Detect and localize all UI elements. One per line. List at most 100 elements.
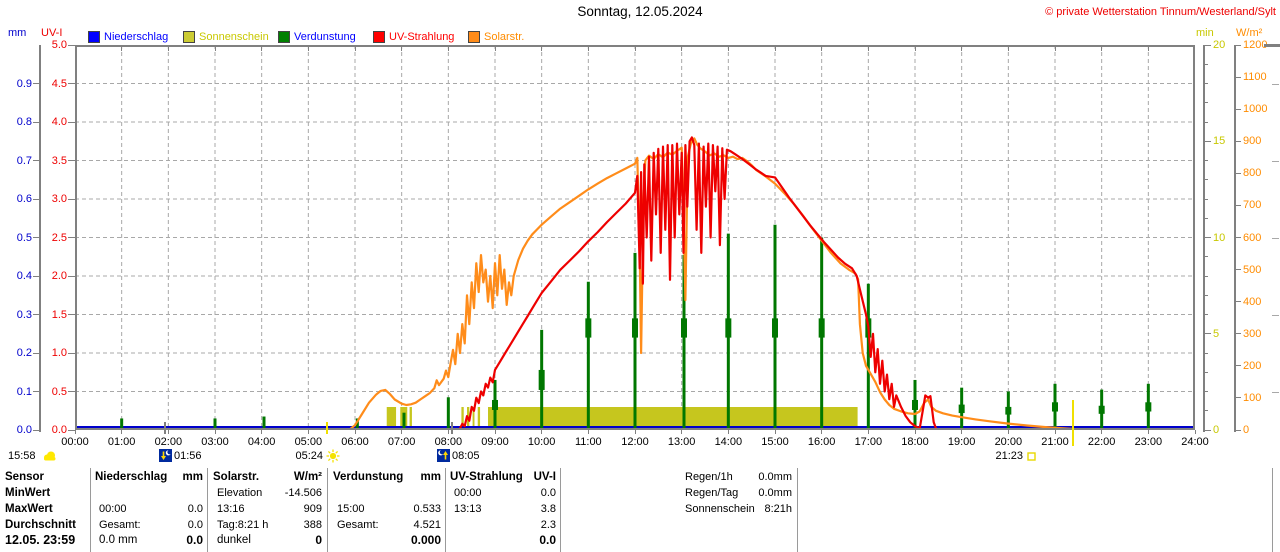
mm-tick-label: 0.3 bbox=[16, 308, 32, 321]
axis-tick bbox=[1101, 47, 1103, 51]
axis-tick bbox=[1236, 269, 1241, 271]
axis-tick bbox=[33, 314, 39, 315]
x-tick-label: 02:00 bbox=[154, 436, 183, 448]
axis-tick bbox=[33, 352, 39, 354]
axis-tick bbox=[867, 430, 869, 434]
legend-swatch-icon bbox=[373, 31, 385, 43]
table-cell-value: 0.000 bbox=[410, 533, 441, 547]
axis-tick bbox=[401, 47, 403, 51]
table-cell-value: 0.0 bbox=[540, 487, 556, 499]
table-cell-label: dunkel bbox=[217, 534, 251, 546]
axis-tick bbox=[1205, 429, 1211, 431]
x-tick-label: 01:00 bbox=[107, 436, 136, 448]
uvi-tick-label: 1.0 bbox=[51, 347, 67, 359]
axis-tick bbox=[634, 430, 636, 434]
table-cell-label: Gesamt: bbox=[337, 519, 379, 531]
wm2-tick-label: 1000 bbox=[1243, 103, 1268, 116]
axis-tick bbox=[1205, 140, 1211, 142]
x-tick-label: 05:00 bbox=[294, 436, 323, 448]
summary-value: 8:21h bbox=[764, 503, 792, 515]
axis-tick bbox=[447, 47, 449, 51]
legend-swatch-icon bbox=[183, 31, 195, 43]
axis-tick bbox=[587, 430, 589, 434]
uv-radiation-curve bbox=[459, 136, 938, 430]
table-col-unit: mm bbox=[420, 471, 441, 483]
x-tick-label: 18:00 bbox=[901, 436, 929, 448]
axis-tick bbox=[1054, 430, 1056, 434]
x-tick-label: 21:00 bbox=[1041, 436, 1069, 448]
wm2-tick-label: 700 bbox=[1243, 199, 1262, 212]
axis-tick bbox=[1147, 47, 1149, 51]
axis-tick bbox=[1236, 429, 1241, 431]
table-cell-value: -14.506 bbox=[284, 487, 322, 499]
table-cell-value: 0.533 bbox=[413, 503, 441, 515]
min-tick-label: 15 bbox=[1213, 135, 1226, 148]
axis-tick bbox=[121, 430, 123, 434]
axis-tick bbox=[1236, 172, 1241, 174]
uvi-tick-label: 3.0 bbox=[51, 193, 67, 205]
uvi-tick-label: 5.0 bbox=[51, 39, 67, 51]
axis-tick bbox=[1205, 44, 1211, 46]
axis-tick bbox=[1205, 237, 1211, 238]
axis-tick bbox=[1205, 63, 1208, 65]
x-tick-label: 08:00 bbox=[434, 436, 463, 448]
sunshine-band bbox=[386, 407, 397, 426]
table-col-title: Verdunstung bbox=[333, 471, 404, 483]
sunset-icon bbox=[1027, 452, 1041, 466]
axis-tick bbox=[1205, 314, 1208, 315]
min-tick-label: 10 bbox=[1213, 231, 1226, 244]
axis-tick bbox=[541, 430, 543, 434]
axis-tick bbox=[1205, 179, 1208, 181]
axis-tick bbox=[33, 391, 39, 392]
moonset-icon bbox=[159, 449, 173, 463]
axis-tick bbox=[1205, 410, 1208, 412]
axis-tick bbox=[1101, 430, 1103, 434]
moon-prev-time: 15:58 bbox=[8, 450, 36, 462]
gridline-dash bbox=[1272, 160, 1279, 162]
sunshine-band bbox=[472, 407, 475, 426]
x-tick-label: 15:00 bbox=[761, 436, 789, 448]
uvi-tick-label: 2.5 bbox=[51, 231, 67, 244]
table-col-unit: mm bbox=[182, 471, 203, 483]
sunrise-marker-line bbox=[326, 422, 328, 434]
axis-tick bbox=[214, 47, 216, 51]
table-cell-label: 00:00 bbox=[99, 503, 127, 515]
summary-label: Sonnenschein bbox=[685, 503, 755, 515]
axis-tick bbox=[774, 430, 776, 434]
sunshine-band bbox=[488, 407, 858, 426]
axis-tick bbox=[1205, 333, 1211, 335]
axis-tick bbox=[121, 47, 123, 51]
moonset-marker-line bbox=[164, 422, 167, 434]
x-tick-label: 00:00 bbox=[61, 436, 89, 448]
page-title: Sonntag, 12.05.2024 bbox=[577, 4, 703, 19]
mm-tick-label: 0.0 bbox=[16, 424, 32, 436]
axis-tick bbox=[681, 47, 683, 51]
table-cell-label: 13:16 bbox=[217, 503, 245, 515]
table-cell-label: 13:13 bbox=[454, 503, 482, 515]
legend-swatch-icon bbox=[278, 31, 290, 43]
legend-label: Verdunstung bbox=[294, 31, 356, 43]
axis-tick bbox=[74, 430, 76, 434]
table-cell-label: 0.0 mm bbox=[99, 534, 138, 546]
axis-tick bbox=[1236, 44, 1241, 46]
x-tick-label: 13:00 bbox=[667, 436, 696, 448]
x-tick-label: 20:00 bbox=[994, 436, 1023, 448]
wm2-tick-label: 900 bbox=[1243, 135, 1262, 148]
axis-tick bbox=[167, 430, 169, 434]
axis-tick bbox=[1205, 121, 1208, 123]
axis-tick bbox=[774, 47, 776, 51]
table-divider bbox=[327, 468, 328, 552]
axis-tick bbox=[68, 44, 75, 46]
axis-tick bbox=[1054, 47, 1056, 51]
x-tick-label: 10:00 bbox=[527, 436, 556, 448]
mm-tick-label: 0.2 bbox=[16, 347, 32, 359]
axis-tick bbox=[33, 275, 39, 277]
axis-tick bbox=[33, 198, 39, 200]
axis-tick bbox=[1236, 365, 1241, 367]
sunset-marker-line bbox=[1071, 400, 1074, 446]
axis-tick bbox=[1205, 391, 1208, 392]
axis-line bbox=[1203, 45, 1205, 432]
gridline-dash bbox=[1272, 314, 1279, 316]
table-cell-label: 15:00 bbox=[337, 503, 365, 515]
